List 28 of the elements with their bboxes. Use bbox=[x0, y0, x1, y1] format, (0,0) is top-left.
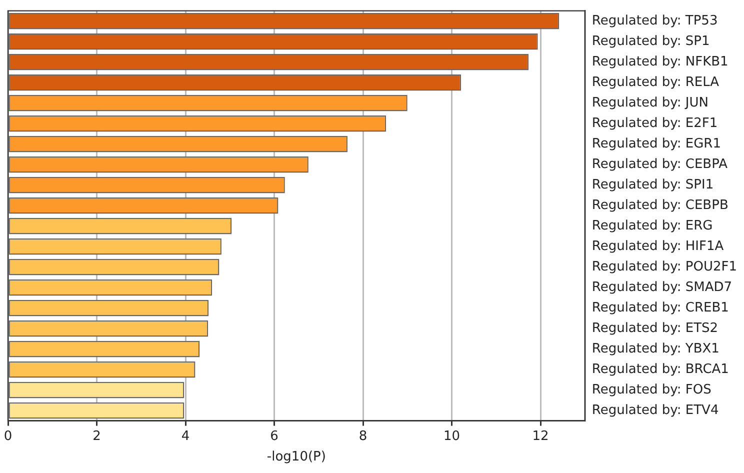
y-tick-label: Regulated by: E2F1 bbox=[592, 116, 718, 131]
x-tick-label: 0 bbox=[4, 428, 12, 444]
y-tick-label: Regulated by: CEBPA bbox=[592, 156, 728, 172]
x-axis-title: -log10(P) bbox=[266, 450, 326, 465]
y-tick-label: Regulated by: JUN bbox=[592, 95, 708, 110]
y-tick-label: Regulated by: SP1 bbox=[592, 34, 710, 49]
y-tick-label: Regulated by: POU2F1 bbox=[592, 259, 738, 274]
y-tick-label: Regulated by: EGR1 bbox=[592, 136, 721, 152]
y-tick-label: Regulated by: FOS bbox=[592, 382, 712, 398]
y-tick-label: Regulated by: ETV4 bbox=[592, 402, 719, 418]
y-tick-label: Regulated by: CEBPB bbox=[592, 198, 728, 213]
y-tick-label: Regulated by: RELA bbox=[592, 74, 720, 90]
y-tick-label: Regulated by: SPI1 bbox=[592, 177, 714, 192]
x-tick-label: 8 bbox=[358, 428, 368, 444]
y-tick-label: Regulated by: HIF1A bbox=[592, 238, 724, 254]
y-tick-label: Regulated by: ERG bbox=[592, 218, 713, 234]
y-tick-label: Regulated by: NFKB1 bbox=[592, 54, 728, 70]
y-tick-label: Regulated by: ETS2 bbox=[592, 320, 718, 336]
x-tick-label: 4 bbox=[181, 428, 190, 444]
x-tick-label: 12 bbox=[532, 428, 549, 444]
x-tick-label: 2 bbox=[92, 428, 101, 444]
x-tick-label: 10 bbox=[443, 428, 460, 444]
y-tick-label: Regulated by: SMAD7 bbox=[592, 280, 732, 295]
x-tick-label: 6 bbox=[270, 428, 278, 444]
y-tick-label: Regulated by: BRCA1 bbox=[592, 362, 729, 377]
y-tick-label: Regulated by: CREB1 bbox=[592, 300, 729, 316]
y-tick-label: Regulated by: TP53 bbox=[592, 13, 718, 28]
y-tick-label: Regulated by: YBX1 bbox=[592, 341, 720, 356]
